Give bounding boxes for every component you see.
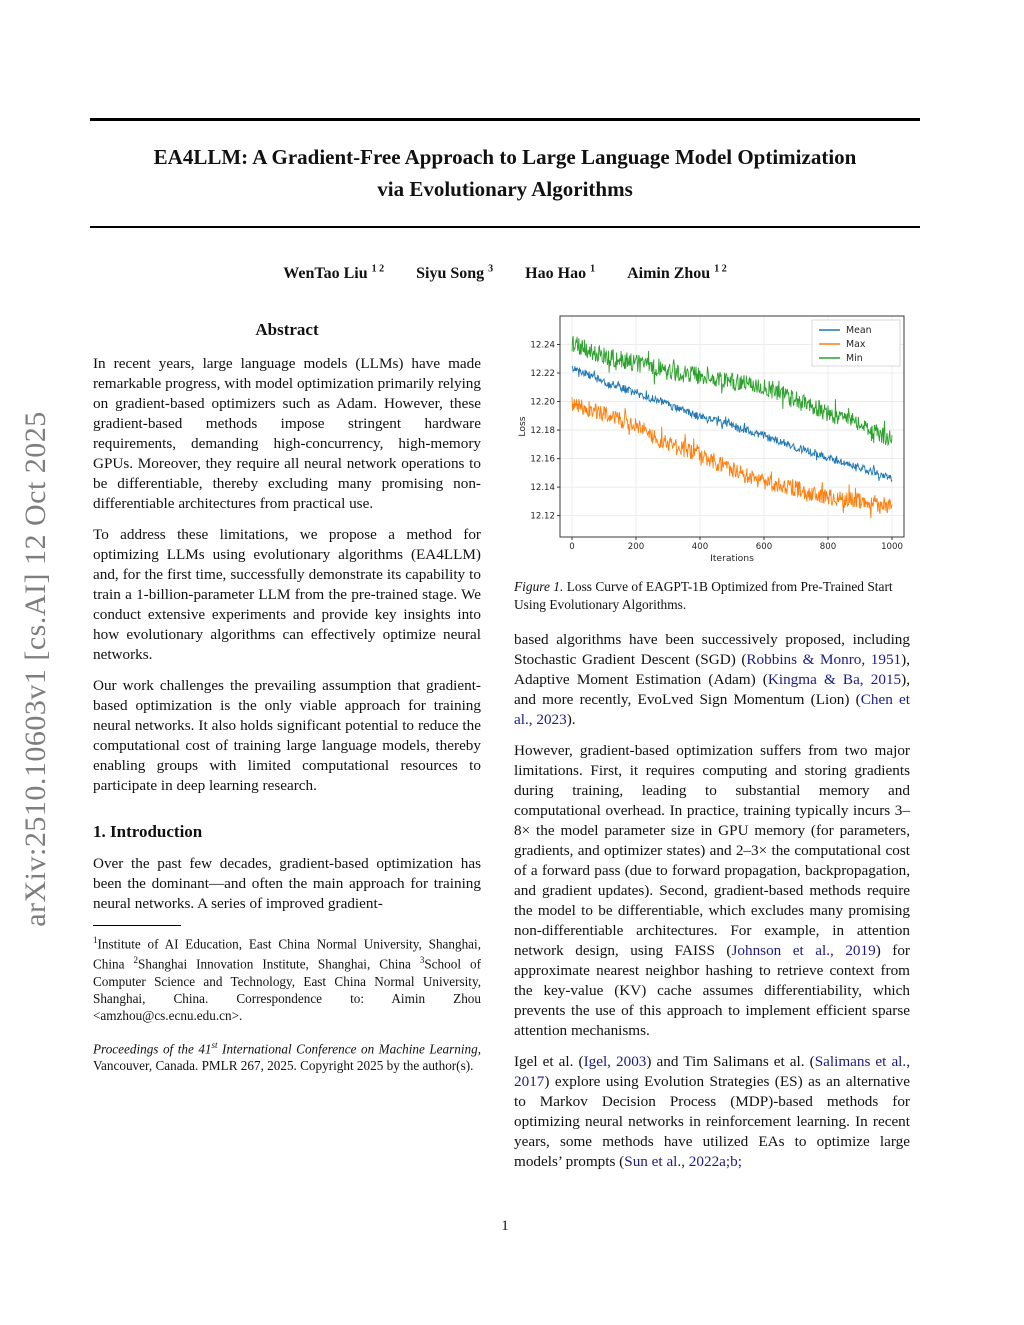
abstract-paragraph-1: In recent years, large language models (… [93, 355, 481, 512]
citation-link[interactable]: Kingma & Ba, 2015 [767, 671, 902, 688]
svg-text:0: 0 [569, 542, 574, 552]
body-paragraph-1: based algorithms have been successively … [514, 630, 910, 730]
body-paragraph-3: Igel et al. (Igel, 2003) and Tim Saliman… [514, 1052, 910, 1172]
svg-text:Mean: Mean [846, 325, 872, 336]
svg-text:800: 800 [820, 542, 836, 552]
arxiv-watermark: arXiv:2510.10603v1 [cs.AI] 12 Oct 2025 [19, 411, 52, 927]
svg-text:1000: 1000 [881, 542, 903, 552]
text-segment: Igel et al. ( [514, 1053, 584, 1070]
author-4: Aimin Zhou 1 2 [627, 264, 727, 283]
svg-text:12.24: 12.24 [530, 341, 555, 351]
text-segment: Proceedings of the 41 [93, 1041, 212, 1057]
author-affiliation-sup: 1 2 [714, 264, 727, 275]
left-column: Abstract In recent years, large language… [93, 320, 481, 1074]
citation-link[interactable]: Chen et al., 2023 [514, 691, 910, 728]
figure-1-caption: Figure 1. Loss Curve of EAGPT-1B Optimiz… [514, 578, 910, 614]
abstract-paragraph-3: Our work challenges the prevailing assum… [93, 677, 481, 794]
svg-text:12.12: 12.12 [530, 512, 555, 522]
title-line-2: via Evolutionary Algorithms [377, 177, 633, 201]
body-paragraph-2: However, gradient-based optimization suf… [514, 741, 910, 1041]
citation-link[interactable]: Igel, 2003 [583, 1053, 647, 1070]
affiliation-footnote: 1Institute of AI Education, East China N… [93, 932, 481, 1024]
mid-rule [90, 226, 920, 228]
title-line-1: EA4LLM: A Gradient-Free Approach to Larg… [153, 145, 857, 169]
text-segment: ). [566, 711, 576, 728]
text-segment: International Conference on Machine Lear… [217, 1041, 478, 1057]
svg-text:12.14: 12.14 [530, 483, 555, 493]
text-segment: Institute of AI Education, East China No… [93, 936, 481, 972]
right-column: 12.12 12.14 12.16 12.18 12.20 12.22 12.24 0 200 4… [514, 310, 910, 1183]
text-segment: ) for approximate nearest neighbor hashi… [514, 942, 910, 1039]
svg-text:Max: Max [846, 339, 866, 350]
text-segment: st [211, 1039, 218, 1050]
text-segment: based algorithms have been successively … [514, 631, 910, 668]
text-segment: School of Computer Science and Technolog… [93, 956, 481, 1023]
author-line: WenTao Liu 1 2 Siyu Song 3 Hao Hao 1 Aim… [90, 264, 920, 283]
svg-text:12.20: 12.20 [530, 398, 555, 408]
loss-chart: 12.12 12.14 12.16 12.18 12.20 12.22 12.24 0 200 4… [514, 310, 910, 568]
paper-title: EA4LLM: A Gradient-Free Approach to Larg… [90, 141, 920, 205]
author-1: WenTao Liu 1 2 [283, 264, 385, 283]
text-segment: ) and Tim Salimans et al. ( [646, 1053, 815, 1070]
text-segment: , Vancouver, Canada. PMLR 267, 2025. Cop… [93, 1041, 481, 1074]
text-segment: However, gradient-based optimization suf… [514, 742, 910, 959]
author-name: Hao Hao [525, 265, 587, 283]
figure-caption-label: Figure 1. [514, 579, 564, 594]
text-segment: ), and more recently, EvoLved Sign Momen… [514, 671, 910, 708]
author-name: Siyu Song [416, 265, 485, 283]
top-rule [90, 118, 920, 121]
text-segment: Shanghai Innovation Institute, Shanghai,… [138, 956, 420, 972]
svg-text:12.16: 12.16 [530, 455, 555, 465]
text-segment: ), Adaptive Moment Estimation (Adam) ( [514, 651, 911, 688]
author-affiliation-sup: 1 2 [371, 264, 385, 275]
svg-text:12.22: 12.22 [530, 369, 555, 379]
svg-text:Min: Min [846, 353, 863, 364]
svg-text:600: 600 [756, 542, 772, 552]
figure-1: 12.12 12.14 12.16 12.18 12.20 12.22 12.24 0 200 4… [514, 310, 910, 614]
text-segment: ) explore using Evolution Strategies (ES… [514, 1073, 910, 1170]
text-segment: 3 [419, 955, 425, 966]
text-segment: 2 [133, 955, 139, 966]
introduction-paragraph: Over the past few decades, gradient-base… [93, 855, 481, 912]
svg-text:200: 200 [628, 542, 644, 552]
author-affiliation-sup: 3 [488, 264, 494, 275]
citation-link[interactable]: Salimans et al., 2017 [514, 1053, 910, 1090]
citation-link[interactable]: Johnson et al., 2019 [731, 942, 876, 959]
svg-text:Loss: Loss [517, 416, 528, 436]
svg-text:Iterations: Iterations [710, 553, 754, 564]
footnote-rule [93, 925, 181, 926]
svg-text:12.18: 12.18 [530, 426, 555, 436]
abstract-heading: Abstract [255, 320, 319, 339]
svg-text:400: 400 [692, 542, 708, 552]
author-name: Aimin Zhou [627, 265, 711, 283]
introduction-heading: 1. Introduction [93, 822, 203, 841]
proceedings-footnote: Proceedings of the 41st International Co… [93, 1037, 481, 1074]
citation-link[interactable]: Robbins & Monro, 1951 [746, 651, 902, 668]
author-3: Hao Hao 1 [525, 264, 596, 283]
citation-link[interactable]: Sun et al., 2022a;b; [624, 1153, 742, 1170]
abstract-paragraph-2: To address these limitations, we propose… [93, 526, 481, 663]
page-number: 1 [501, 1218, 509, 1234]
author-name: WenTao Liu [283, 265, 368, 283]
figure-caption-text: Loss Curve of EAGPT-1B Optimized from Pr… [514, 579, 893, 612]
text-segment: 1 [93, 935, 98, 945]
author-affiliation-sup: 1 [590, 264, 596, 275]
author-2: Siyu Song 3 [416, 264, 494, 283]
